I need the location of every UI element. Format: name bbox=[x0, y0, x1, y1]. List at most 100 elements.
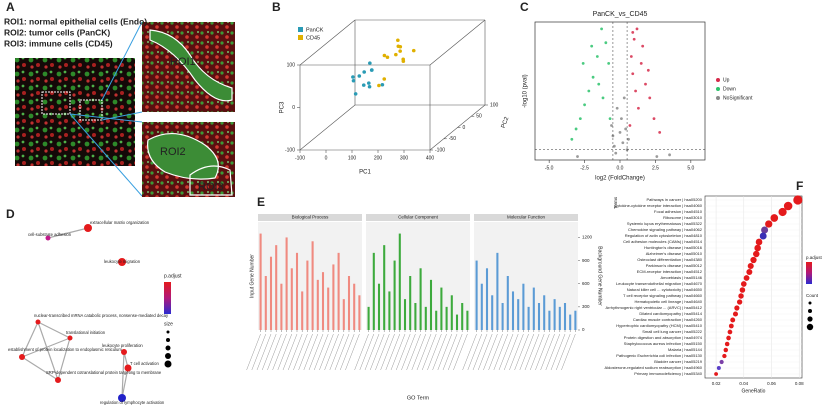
x-label-stub bbox=[401, 333, 416, 371]
roi-tag: ROI2 bbox=[160, 146, 186, 158]
term-label: Malaria | hsa05144 bbox=[668, 347, 703, 352]
x-label-stub bbox=[545, 333, 561, 371]
x-label-stub bbox=[282, 333, 298, 371]
network-edge bbox=[21, 356, 59, 381]
network-node bbox=[124, 364, 132, 372]
x-label-stub bbox=[354, 333, 369, 371]
bar bbox=[393, 260, 396, 330]
size-key bbox=[808, 309, 812, 313]
term-label: Focal adhesion | hsa04510 bbox=[654, 209, 703, 214]
x-label-stub bbox=[416, 333, 432, 371]
x-axis-label: log2 (FoldChange) bbox=[595, 176, 645, 182]
zoom-line bbox=[69, 113, 143, 123]
volcano-point bbox=[641, 44, 645, 48]
volcano-point bbox=[583, 103, 586, 107]
volcano-point bbox=[620, 117, 623, 120]
zoom-line bbox=[69, 113, 143, 197]
y-tick-label: 300 bbox=[582, 304, 590, 309]
panel-label: B bbox=[272, 0, 281, 14]
x-label-stub bbox=[472, 333, 488, 371]
x-label-stub bbox=[453, 333, 468, 371]
x-label-stub bbox=[524, 333, 540, 371]
bar bbox=[450, 295, 453, 330]
term-label: Small cell lung cancer | hsa05222 bbox=[642, 329, 703, 334]
bar bbox=[435, 310, 438, 330]
dot bbox=[753, 250, 760, 258]
pca-point bbox=[377, 83, 381, 88]
network-edge bbox=[121, 367, 129, 399]
x-label-stub bbox=[488, 333, 503, 371]
x-label-stub bbox=[277, 333, 293, 371]
x-label-stub bbox=[380, 333, 395, 371]
volcano-point bbox=[634, 89, 637, 93]
bar bbox=[543, 295, 546, 330]
roi-legend-text: ROI3: immune cells (CD45) bbox=[4, 38, 113, 48]
dot bbox=[727, 329, 733, 335]
term-label: Bladder cancer | hsa05219 bbox=[654, 359, 703, 364]
volcano-point bbox=[627, 137, 630, 141]
bar bbox=[295, 252, 299, 330]
size-key bbox=[808, 301, 812, 305]
dot bbox=[746, 269, 753, 275]
box-edge bbox=[429, 19, 486, 66]
volcano-point bbox=[646, 68, 650, 72]
term-label: Pathogenic Escherichia coli infection | … bbox=[616, 353, 703, 358]
legend-title: Count bbox=[806, 293, 819, 298]
y-axis-label: Input Gene Number bbox=[249, 254, 255, 298]
x-label-stub bbox=[287, 333, 303, 371]
roi-outline bbox=[189, 165, 233, 196]
dot bbox=[743, 275, 750, 281]
x-label-stub bbox=[498, 333, 514, 371]
term-label: Staphylococcus aureus infection | hsa051… bbox=[624, 341, 703, 346]
volcano-point bbox=[621, 141, 625, 145]
roi-outline bbox=[149, 29, 233, 102]
roi-legend-text: ROI1: normal epithelial cells (Endo) bbox=[4, 16, 147, 26]
bar bbox=[527, 306, 530, 330]
volcano-point bbox=[612, 144, 616, 148]
panel-label: C bbox=[520, 0, 529, 14]
volcano-point bbox=[639, 62, 643, 65]
size-key bbox=[166, 338, 170, 342]
term-label: Primary immunodeficiency | hsa05340 bbox=[634, 371, 703, 376]
term-label: Aldosterone-regulated sodium reabsorptio… bbox=[604, 365, 702, 370]
volcano-point bbox=[668, 153, 671, 157]
dot bbox=[736, 299, 743, 305]
bar bbox=[264, 276, 267, 330]
x-label-stub bbox=[339, 333, 355, 371]
x-label-stub bbox=[313, 333, 329, 371]
volcano-point bbox=[595, 55, 599, 58]
network-node bbox=[118, 258, 126, 266]
term-label: Amoebiasis | hsa05146 bbox=[660, 275, 702, 280]
bar bbox=[321, 272, 325, 330]
colorbar bbox=[164, 282, 171, 314]
x-axis-label: GeneRatio bbox=[742, 388, 766, 394]
legend-title: size bbox=[164, 321, 173, 327]
network-edge bbox=[121, 351, 125, 399]
chart-title: PanCK_vs_CD45 bbox=[593, 11, 648, 18]
x-label-stub bbox=[303, 333, 319, 371]
box-edge bbox=[299, 104, 356, 151]
node-label: T cell activation bbox=[130, 361, 159, 366]
x-tick-label: 0.08 bbox=[795, 381, 804, 386]
x-label-stub bbox=[256, 333, 272, 371]
legend-swatch bbox=[298, 35, 303, 40]
y-tick-label: 900 bbox=[582, 258, 590, 263]
legend-swatch bbox=[716, 78, 720, 82]
bar bbox=[574, 310, 577, 330]
x-label-stub bbox=[375, 333, 390, 371]
size-key bbox=[165, 353, 171, 359]
bar bbox=[517, 299, 520, 330]
x-label-stub bbox=[319, 333, 334, 371]
dot bbox=[747, 262, 754, 270]
bar bbox=[511, 291, 515, 330]
pca-point bbox=[367, 84, 372, 89]
node-label: nuclear-transcribed mRNA catabolic proce… bbox=[34, 313, 169, 318]
node-label: establishment of protein localization to… bbox=[8, 347, 122, 352]
dot bbox=[755, 238, 763, 246]
y-tick-label: -100 bbox=[285, 147, 295, 153]
y-tick-label: 0 bbox=[582, 327, 585, 332]
bar bbox=[388, 291, 391, 330]
legend-swatch bbox=[716, 87, 720, 91]
legend-label: CD45 bbox=[306, 35, 320, 41]
dot bbox=[732, 311, 739, 317]
